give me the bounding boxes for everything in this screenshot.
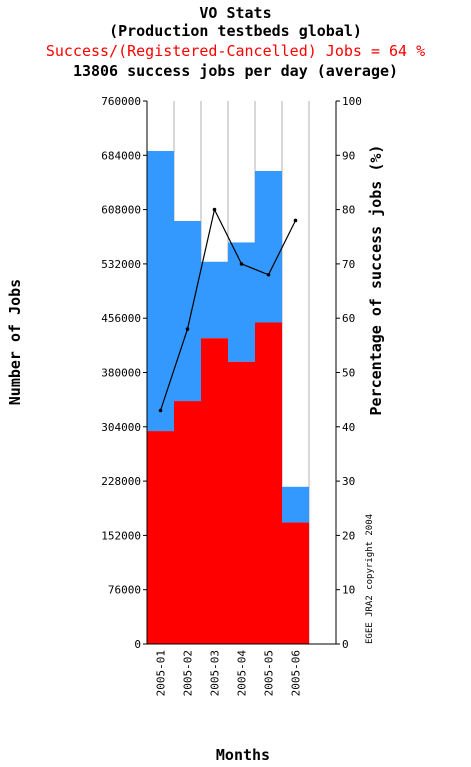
y-tick-label: 228000: [101, 475, 141, 488]
bar-total-2005-01: [147, 151, 174, 432]
success-ratio-text: Success/(Registered-Cancelled) Jobs = 64…: [45, 42, 426, 60]
y2-tick-label: 90: [342, 149, 355, 162]
x-tick-label: 2005-03: [209, 650, 222, 696]
bar-success-2005-04: [228, 361, 255, 644]
bar-success-2005-01: [147, 431, 174, 644]
y2-tick-label: 70: [342, 258, 355, 271]
y2-axis-label: Percentage of success jobs (%): [367, 145, 385, 416]
average-jobs-text: 13806 success jobs per day (average): [72, 62, 399, 80]
chart-title: VO Stats: [199, 4, 272, 22]
y2-tick-label: 80: [342, 204, 355, 217]
percentage-point: [212, 207, 217, 212]
y2-tick-label: 30: [342, 475, 355, 488]
y-tick-label: 608000: [101, 204, 141, 217]
y-tick-label: 380000: [101, 367, 141, 380]
y2-tick-label: 50: [342, 367, 355, 380]
y2-tick-label: 0: [342, 638, 349, 651]
percentage-line: [159, 207, 297, 411]
y-tick-label: 760000: [101, 95, 141, 108]
bar-success-2005-02: [174, 401, 201, 644]
bar-success-2005-06: [282, 522, 309, 644]
x-axis-label: Months: [216, 746, 270, 764]
y-tick-label: 152000: [101, 529, 141, 542]
y-tick-label: 304000: [101, 421, 141, 434]
bar-total-2005-06: [282, 486, 309, 523]
y-tick-label: 456000: [101, 312, 141, 325]
y2-tick-label: 60: [342, 312, 355, 325]
x-tick-label: 2005-05: [263, 650, 276, 696]
bar-total-2005-04: [228, 242, 255, 362]
bar-total-2005-02: [174, 221, 201, 402]
chart-subtitle: (Production testbeds global): [109, 22, 362, 40]
y2-tick-label: 40: [342, 421, 355, 434]
x-tick-label: 2005-01: [155, 650, 168, 696]
copyright-text: EGEE JRA2 copyright 2004: [365, 514, 375, 644]
percentage-point: [185, 327, 190, 331]
y-tick-label: 684000: [101, 149, 141, 162]
bar-success-2005-05: [255, 322, 282, 644]
y2-tick-label: 20: [342, 529, 355, 542]
y2-tick-label: 100: [342, 95, 362, 108]
bar-total-2005-03: [201, 261, 228, 339]
percentage-point: [293, 218, 298, 223]
x-tick-label: 2005-02: [182, 650, 195, 696]
y-axis-label: Number of Jobs: [6, 279, 24, 405]
y-tick-label: 532000: [101, 258, 141, 271]
y2-tick-label: 10: [342, 584, 355, 597]
bar-success-2005-03: [201, 338, 228, 644]
percentage-point: [158, 408, 163, 413]
percentage-point: [239, 262, 244, 266]
y-tick-label: 76000: [108, 584, 141, 597]
x-tick-label: 2005-06: [290, 650, 303, 696]
y-tick-label: 0: [134, 638, 141, 651]
bar-total-2005-05: [255, 171, 282, 323]
percentage-point: [266, 272, 271, 277]
x-tick-label: 2005-04: [236, 650, 249, 697]
